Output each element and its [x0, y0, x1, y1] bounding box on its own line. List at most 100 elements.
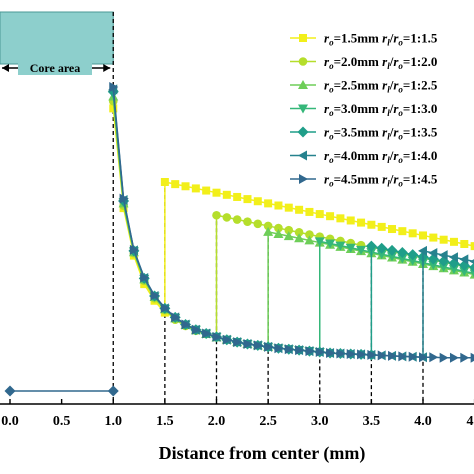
series-6-point-0	[109, 82, 119, 92]
series-1-tail-point-1	[222, 213, 232, 222]
series-3-tail-point-12	[438, 263, 449, 273]
series-5-tail-point-2	[438, 250, 448, 261]
series-2-tail-point-3	[294, 233, 305, 243]
series-4-tail-point-3	[396, 247, 408, 259]
series-0-tail-point-14	[305, 207, 314, 216]
series-3-tail-point-8	[397, 254, 408, 264]
core-area-arrowhead-right	[103, 64, 111, 72]
series-3-tail-point-13	[448, 265, 459, 275]
series-6-point-26	[377, 350, 387, 361]
plot-area: Core area	[0, 11, 474, 404]
series-0-tail-point-16	[326, 212, 335, 221]
series-3-tail-point-11	[428, 260, 439, 270]
legend-marker-2	[298, 80, 308, 89]
series-0-tail-point-18	[346, 216, 355, 225]
series-6-point-2	[129, 244, 139, 255]
series-0-tail-point-28	[449, 237, 458, 246]
series-6-point-14	[253, 340, 263, 351]
series-0-tail-point-23	[398, 227, 407, 236]
series-0-tail-point-2	[181, 182, 190, 191]
series-4-tail-point-4	[407, 249, 419, 261]
series-6-point-23	[346, 348, 356, 359]
series-6-point-12	[233, 337, 243, 348]
legend-marker-3	[298, 104, 308, 114]
series-5-tail-point-0	[418, 245, 427, 256]
series-5-tail-point-1	[428, 248, 438, 259]
series-6-point-10	[212, 331, 222, 342]
series-2-tail-point-4	[304, 235, 315, 245]
series-0-tail-point-9	[253, 197, 262, 206]
series-6-point-21	[326, 348, 336, 358]
series-4-tail-point-10	[469, 262, 474, 273]
series-0-tail-point-29	[460, 239, 469, 248]
series-3-tail-point-15	[469, 269, 474, 278]
legend-marker-5	[298, 150, 307, 161]
series-6-point-6	[171, 312, 181, 323]
series-0-tail-point-1	[171, 180, 180, 189]
series-6-point-11	[222, 334, 232, 345]
series-3-tail-point-9	[407, 256, 418, 266]
series-tail-2	[267, 231, 474, 276]
core-point-start	[4, 385, 16, 397]
series-6-point-15	[264, 341, 274, 352]
legend-label-4: ro=3.5mm rl/ro=1:3.5	[324, 125, 438, 142]
series-0-tail-point-11	[274, 201, 283, 210]
series-6-point-32	[439, 352, 449, 363]
series-6-point-31	[429, 352, 439, 363]
series-6-point-18	[295, 345, 305, 356]
series-6-point-9	[202, 328, 212, 339]
series-6-point-27	[388, 350, 398, 361]
legend-marker-0	[299, 34, 307, 42]
series-6-point-33	[449, 352, 459, 363]
series-1-tail-point-8	[294, 228, 304, 237]
series-6-point-24	[357, 349, 367, 360]
series-3-tail-point-0	[314, 237, 325, 247]
x-tick-label-4: 2.0	[208, 414, 226, 429]
legend-marker-6	[299, 174, 308, 184]
legend-label-2: ro=2.5mm rl/ro=1:2.5	[324, 78, 438, 95]
series-4-tail-point-0	[365, 240, 377, 252]
series-6-point-7	[181, 319, 191, 330]
series-5-tail-point-5	[469, 259, 474, 264]
series-0-tail-point-0	[160, 178, 169, 186]
series-3-tail-point-7	[387, 252, 398, 262]
series-0-tail-point-21	[377, 222, 386, 231]
series-0-tail-point-12	[284, 203, 293, 212]
series-0-tail-point-13	[295, 205, 304, 214]
series-3-tail-point-4	[356, 245, 367, 255]
x-tick-label-1: 0.5	[53, 414, 71, 429]
x-tick-label-8: 4.0	[414, 414, 432, 429]
series-0-tail-point-5	[212, 188, 221, 197]
series-0-tail-point-6	[222, 190, 231, 199]
series-0-tail-point-17	[336, 214, 345, 223]
legend-marker-4	[297, 126, 309, 138]
legend-label-6: ro=4.5mm rl/ro=1:4.5	[324, 172, 438, 189]
series-6-point-35	[470, 352, 474, 363]
series-0-tail-point-7	[233, 192, 242, 201]
series-1-tail-point-2	[232, 215, 242, 224]
series-4-tail-point-1	[376, 242, 388, 254]
core-point-end	[107, 385, 119, 397]
series-1-tail-point-9	[305, 230, 314, 239]
series-0-tail-point-19	[357, 218, 366, 227]
series-3-tail-point-2	[335, 241, 346, 251]
legend-marker-1	[298, 57, 308, 66]
series-5-tail-point-4	[459, 254, 469, 265]
series-6-point-13	[243, 338, 253, 349]
core-area-arrowhead-left	[2, 64, 9, 72]
series-0-tail-point-10	[264, 199, 273, 208]
series-6-point-8	[191, 324, 201, 335]
series-6	[109, 82, 474, 363]
series-0-tail-point-4	[202, 186, 211, 195]
legend-label-0: ro=1.5mm rl/ro=1:1.5	[324, 31, 438, 48]
series-1-tail-point-4	[253, 219, 263, 229]
series-0-tail-point-15	[315, 210, 324, 219]
series-2-tail-point-0	[263, 226, 274, 236]
series-0-tail-point-3	[191, 184, 200, 193]
series-0-tail-point-20	[367, 220, 376, 229]
series-6-point-20	[315, 347, 325, 358]
series-6-point-5	[160, 302, 170, 313]
core-area-box	[0, 11, 114, 65]
series-2-tail-point-2	[283, 231, 294, 241]
